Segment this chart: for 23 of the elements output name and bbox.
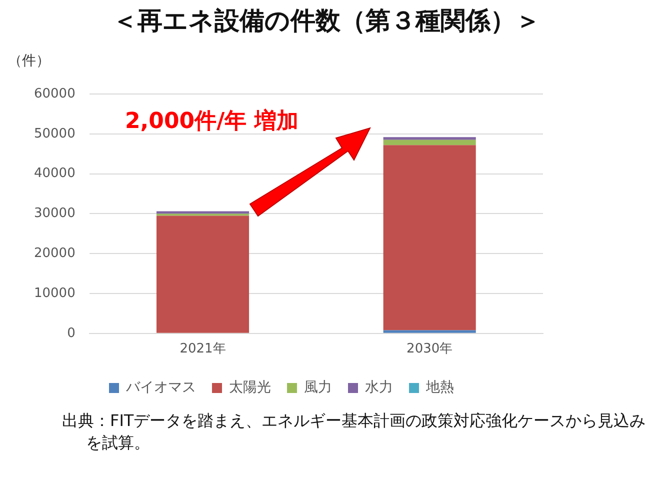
y-tick-label: 20000 xyxy=(34,246,76,261)
annotation: 2,000件/年 増加 xyxy=(125,108,298,136)
bar xyxy=(383,137,476,140)
y-tick-label: 30000 xyxy=(34,206,76,222)
chart-title: ＜再エネ設備の件数（第３種関係）＞ xyxy=(112,5,542,37)
legend-label: 太陽光 xyxy=(229,380,271,396)
x-tick-label: 2021年 xyxy=(180,342,226,357)
bar xyxy=(383,140,476,146)
bar xyxy=(383,330,476,333)
y-tick-label: 40000 xyxy=(34,166,76,182)
y-tick-label: 50000 xyxy=(34,126,76,142)
legend-label: バイオマス xyxy=(125,380,196,396)
legend-label: 地熱 xyxy=(425,380,454,396)
legend-label: 水力 xyxy=(365,380,393,396)
legend-label: 風力 xyxy=(304,380,332,396)
y-tick-label: 10000 xyxy=(34,286,76,301)
bar xyxy=(383,145,476,330)
x-tick-label: 2030年 xyxy=(406,342,453,357)
y-tick-label: 0 xyxy=(67,326,76,341)
y-axis-title: （件） xyxy=(8,52,50,70)
y-tick-label: 60000 xyxy=(34,86,76,102)
source-note: 出典：FITデータを踏まえ、エネルギー基本計画の政策対応強化ケースから見込みを試算。 xyxy=(62,410,646,454)
bar xyxy=(156,216,250,333)
